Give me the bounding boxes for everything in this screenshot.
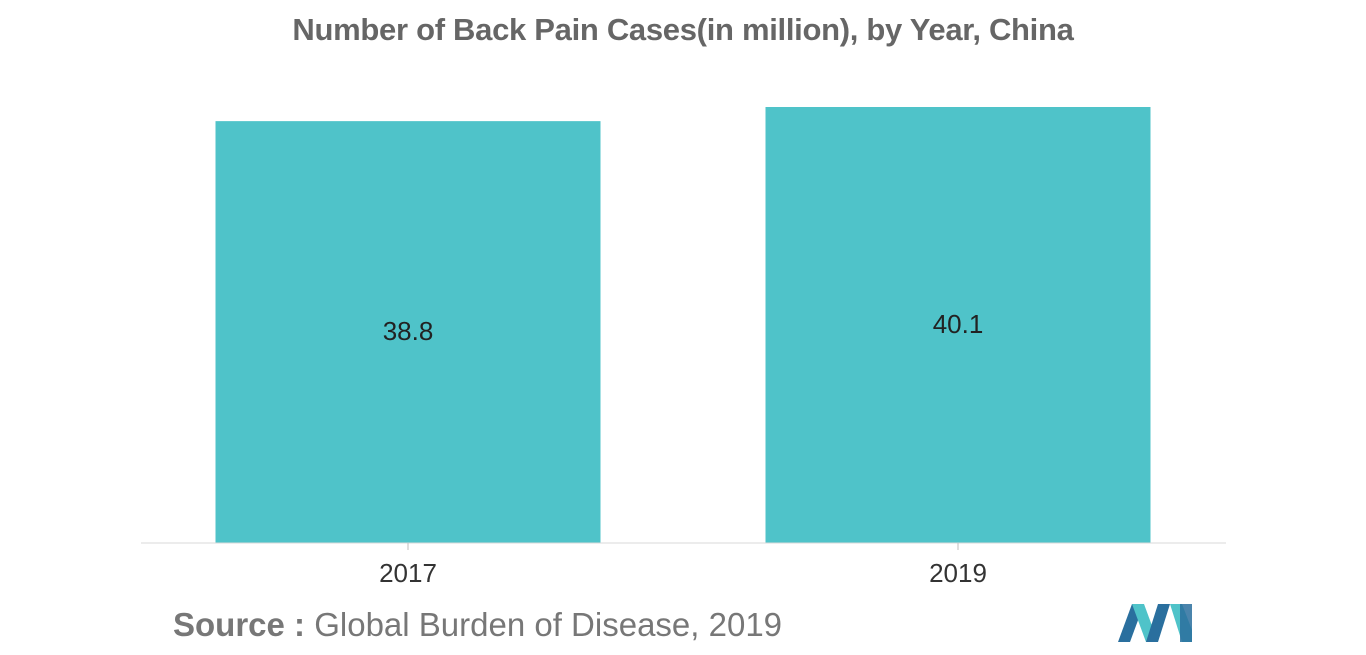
bar-2017 — [215, 121, 601, 543]
chart-title: Number of Back Pain Cases(in million), b… — [292, 12, 1074, 47]
x-tick-label-2019: 2019 — [929, 558, 987, 588]
bar-2019 — [765, 107, 1151, 543]
x-ticks-layer: 2017 2019 — [379, 543, 987, 588]
data-label-2019: 40.1 — [933, 309, 984, 339]
source-text: Global Burden of Disease, 2019 — [314, 606, 783, 643]
mordor-intelligence-logo-icon — [1118, 604, 1192, 642]
data-label-2017: 38.8 — [383, 316, 434, 346]
source-note: Source : Global Burden of Disease, 2019 — [173, 606, 782, 644]
source-label: Source : — [173, 606, 306, 643]
data-labels-layer: 38.8 40.1 — [383, 309, 984, 346]
x-tick-label-2017: 2017 — [379, 558, 437, 588]
bar-chart: 38.8 40.1 2017 2019 — [141, 107, 1226, 588]
bars-layer — [215, 107, 1151, 543]
